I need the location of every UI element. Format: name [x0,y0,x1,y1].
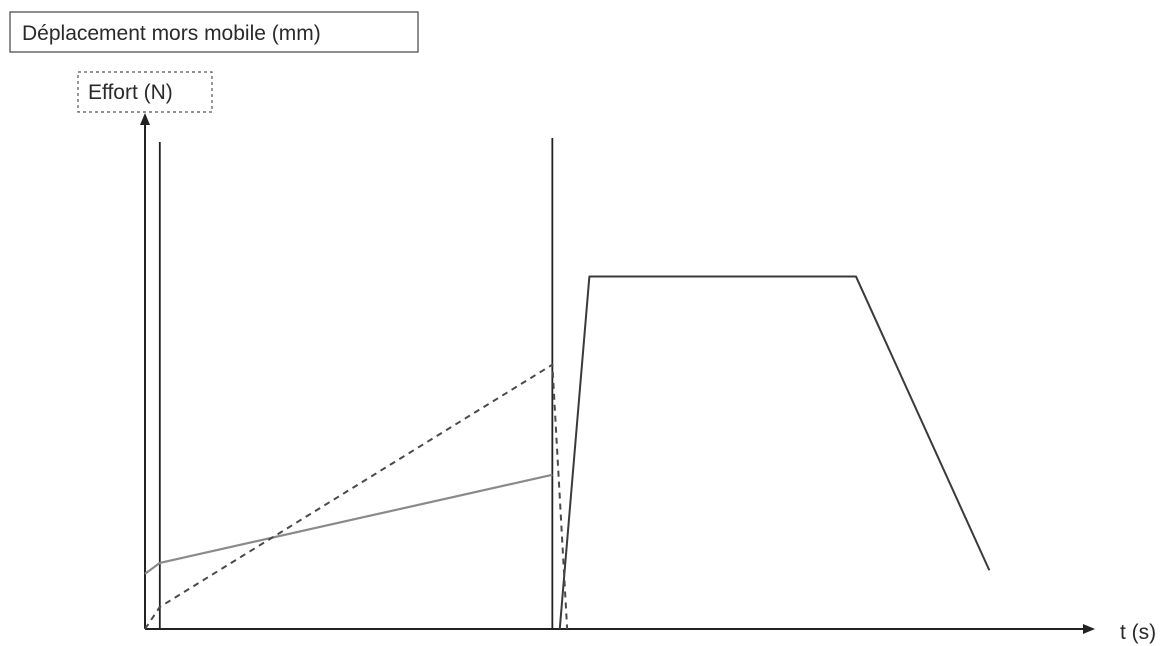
vertical-markers [158,138,554,629]
displacement-label-box: Déplacement mors mobile (mm) [9,11,419,53]
series-line-solid-dark [558,275,991,630]
x-axis-label: t (s) [1120,621,1156,644]
series-line-solid-gray [144,473,553,575]
force-axis-label: Effort (N) [88,81,173,104]
series-layer [144,275,991,630]
displacement-axis-label: Déplacement mors mobile (mm) [22,22,321,45]
series-line-dashed [144,363,569,630]
force-label-box: Effort (N) [77,71,213,113]
